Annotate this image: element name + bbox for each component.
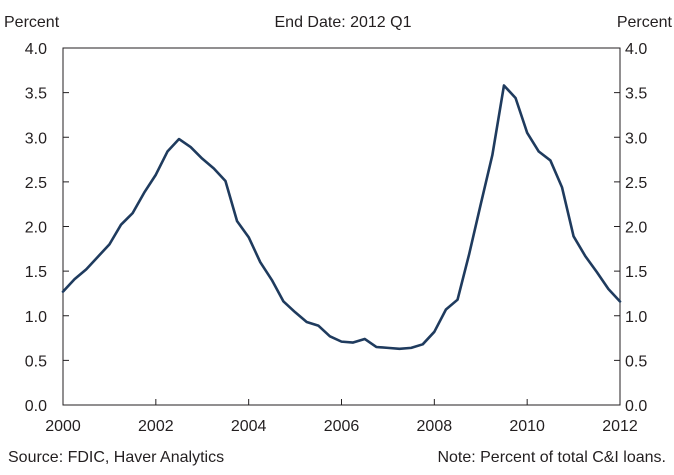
- series-group: [61, 84, 622, 351]
- y-tick-label-right: 1.0: [625, 309, 647, 326]
- footnote: Note: Percent of total C&I loans.: [437, 449, 666, 466]
- plot-frame: [62, 47, 621, 406]
- y-tick-label-right: 3.0: [625, 130, 647, 147]
- x-tick-label: 2002: [138, 418, 174, 435]
- y-tick-label-right: 3.5: [625, 86, 647, 103]
- y-tick-label-left: 1.5: [25, 264, 47, 281]
- y-tick-label-right: 0.0: [625, 398, 647, 415]
- y-tick-label-left: 3.0: [25, 130, 47, 147]
- y-tick-label-left: 0.0: [25, 398, 47, 415]
- y-axis-label-right: Percent: [617, 14, 673, 31]
- y-tick-label-left: 2.5: [25, 175, 47, 192]
- y-tick-label-right: 4.0: [625, 41, 647, 58]
- x-tick-label: 2008: [417, 418, 453, 435]
- y-tick-label-left: 1.0: [25, 309, 47, 326]
- x-tick-label: 2012: [602, 418, 638, 435]
- chart-title: End Date: 2012 Q1: [275, 14, 412, 31]
- axis-ticks: [63, 92, 620, 405]
- y-tick-label-right: 1.5: [625, 264, 647, 281]
- y-axis-label-left: Percent: [4, 14, 60, 31]
- series-line: [61, 84, 622, 351]
- y-tick-label-left: 3.5: [25, 86, 47, 103]
- axis-tick-labels: 0.0 0.0 0.5 0.5 1.0 1.0 1.5 1.5 2.0 2.0 2.5 2.5 3.0 3…: [25, 41, 648, 435]
- y-tick-label-left: 4.0: [25, 41, 47, 58]
- x-tick-label: 2010: [509, 418, 545, 435]
- x-tick-label: 2004: [231, 418, 267, 435]
- y-tick-label-left: 2.0: [25, 220, 47, 237]
- x-tick-label: 2006: [324, 418, 360, 435]
- y-tick-label-left: 0.5: [25, 353, 47, 370]
- y-tick-label-right: 2.0: [625, 220, 647, 237]
- y-tick-label-right: 0.5: [625, 353, 647, 370]
- x-tick-label: 2000: [45, 418, 81, 435]
- source-note: Source: FDIC, Haver Analytics: [8, 449, 225, 466]
- y-tick-label-right: 2.5: [625, 175, 647, 192]
